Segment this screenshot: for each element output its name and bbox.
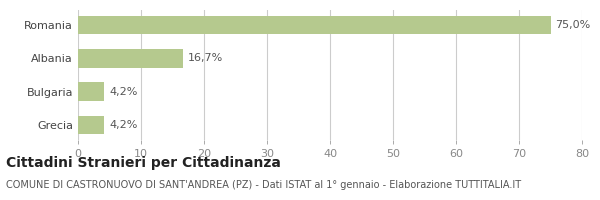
Text: 75,0%: 75,0%: [556, 20, 591, 30]
Text: 4,2%: 4,2%: [110, 120, 138, 130]
Text: Cittadini Stranieri per Cittadinanza: Cittadini Stranieri per Cittadinanza: [6, 156, 281, 170]
Bar: [78, 49, 183, 68]
Bar: [78, 82, 104, 101]
Text: 4,2%: 4,2%: [110, 87, 138, 97]
Bar: [78, 16, 551, 34]
Bar: [78, 116, 104, 134]
Text: COMUNE DI CASTRONUOVO DI SANT'ANDREA (PZ) - Dati ISTAT al 1° gennaio - Elaborazi: COMUNE DI CASTRONUOVO DI SANT'ANDREA (PZ…: [6, 180, 521, 190]
Text: 16,7%: 16,7%: [188, 53, 223, 63]
